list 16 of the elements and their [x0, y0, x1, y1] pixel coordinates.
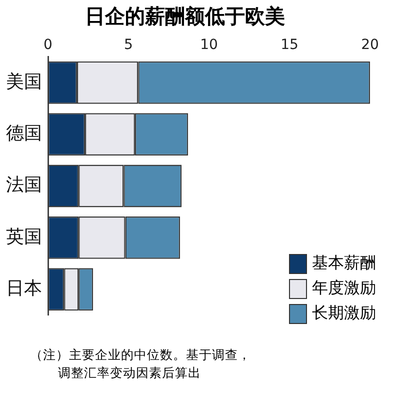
x-tick-label: 0: [44, 37, 52, 54]
y-tick-label: 英国: [6, 226, 42, 248]
text: （注）主要企业的中位数。基于调查，: [30, 346, 252, 364]
x-tick-label: 20: [361, 37, 379, 54]
x-tick-label: 15: [280, 37, 298, 54]
x-tick-label: 10: [200, 37, 218, 54]
y-tick-label: 德国: [6, 122, 42, 144]
legend-label: 年度激励: [312, 278, 376, 299]
legend-label: 长期激励: [312, 303, 376, 324]
y-tick-label: 日本: [6, 278, 42, 300]
chart-title: 日企的薪酬额低于欧美: [84, 3, 286, 30]
legend-label: 基本薪酬: [312, 253, 376, 274]
y-tick-label: 法国: [6, 174, 42, 196]
y-tick-label: 美国: [6, 71, 42, 92]
x-tick-label: 5: [124, 37, 133, 54]
text: 调整汇率变动因素后算出: [57, 364, 202, 382]
